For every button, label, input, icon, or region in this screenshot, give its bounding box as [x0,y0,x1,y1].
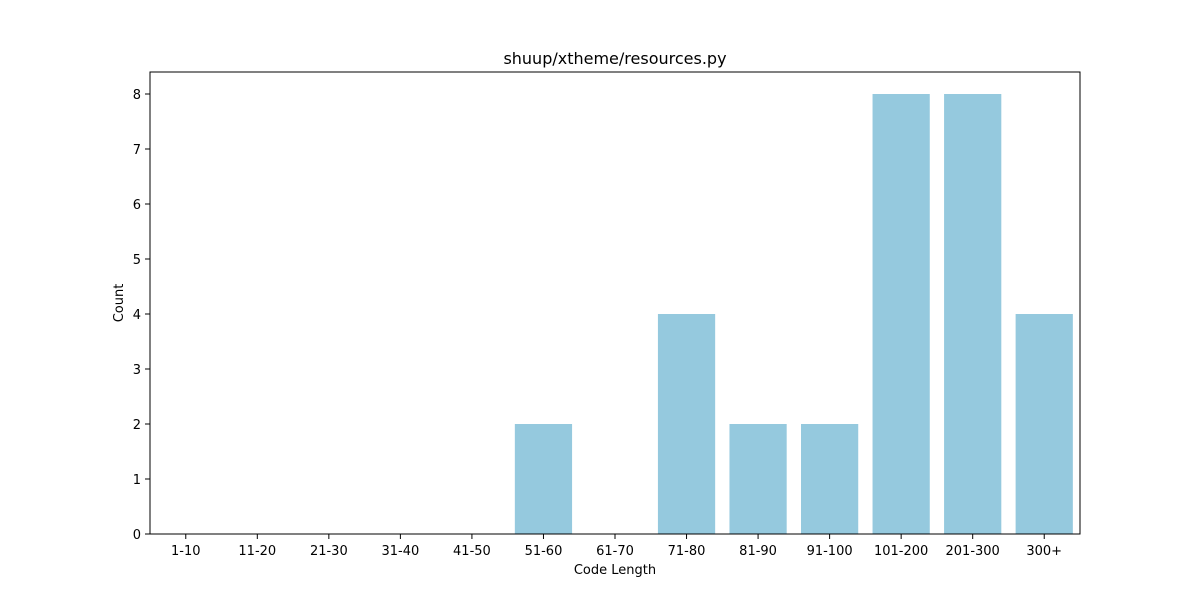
x-tick-label: 51-60 [525,544,563,559]
y-tick-label: 4 [133,308,141,323]
x-tick-label: 41-50 [453,544,491,559]
x-tick-label: 31-40 [381,544,419,559]
bar-300+ [1015,314,1073,534]
x-tick-label: 300+ [1026,544,1062,559]
x-tick-label: 21-30 [310,544,348,559]
y-tick-label: 3 [133,363,141,378]
bar-81-90 [729,424,787,534]
x-tick-label: 101-200 [874,544,928,559]
y-axis: 0 1 2 3 4 5 6 7 8 [133,88,150,543]
y-tick-label: 8 [133,88,141,103]
x-tick-label: 11-20 [238,544,276,559]
x-axis: 1-10 11-20 21-30 31-40 41-50 51-60 61-70 71-80 8… [171,534,1062,559]
y-tick-label: 1 [133,473,141,488]
y-tick-label: 0 [133,528,141,543]
x-tick-label: 71-80 [668,544,706,559]
plot-frame [149,71,1081,535]
bars-group [514,94,1073,534]
chart-title: shuup/xtheme/resources.py [503,49,726,68]
x-tick-label: 91-100 [807,544,853,559]
y-tick-label: 7 [133,143,141,158]
bar-101-200 [872,94,930,534]
x-axis-label: Code Length [574,563,656,578]
y-tick-label: 5 [133,253,141,268]
bar-51-60 [514,424,573,534]
x-tick-label: 81-90 [739,544,777,559]
y-tick-label: 6 [133,198,141,213]
bar-71-80 [657,314,716,534]
y-axis-label: Count [112,284,127,323]
bar-201-300 [944,94,1002,534]
y-tick-label: 2 [133,418,141,433]
x-tick-label: 1-10 [171,544,201,559]
x-tick-label: 201-300 [946,544,1000,559]
x-tick-label: 61-70 [596,544,634,559]
bar-91-100 [801,424,859,534]
